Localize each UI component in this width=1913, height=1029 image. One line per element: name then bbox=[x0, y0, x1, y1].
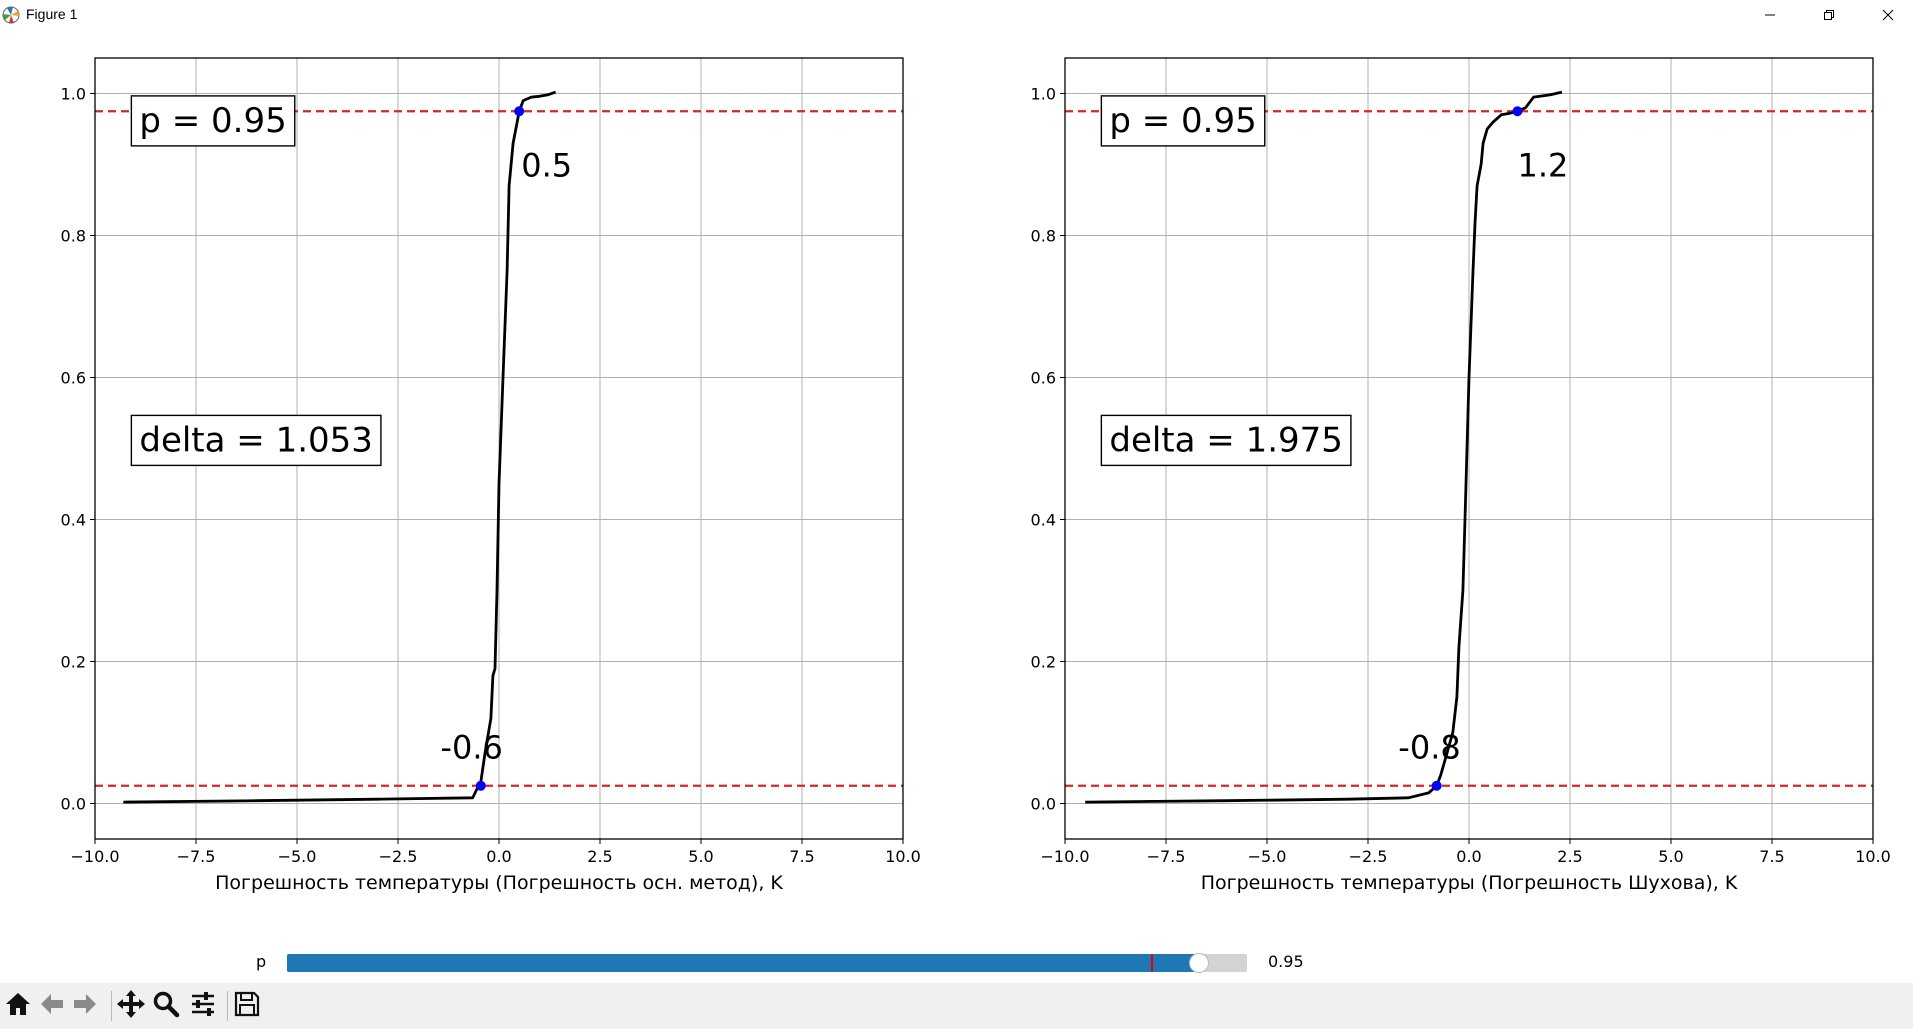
back-button[interactable] bbox=[35, 987, 69, 1025]
maximize-button[interactable] bbox=[1806, 0, 1852, 30]
x-tick-label: 0.0 bbox=[486, 847, 511, 866]
home-icon bbox=[4, 990, 32, 1022]
save-button[interactable] bbox=[230, 987, 264, 1025]
y-tick-label: 1.0 bbox=[1031, 85, 1056, 104]
info-box: delta = 1.053 bbox=[130, 414, 382, 467]
quantile-marker bbox=[1512, 106, 1523, 117]
p-slider[interactable] bbox=[287, 953, 1247, 973]
axes-frame bbox=[1064, 57, 1874, 840]
zoom-icon bbox=[152, 990, 180, 1022]
x-tick-label: 2.5 bbox=[587, 847, 612, 866]
info-box: delta = 1.975 bbox=[1100, 414, 1352, 467]
forward-icon bbox=[71, 990, 99, 1022]
y-tick-label: 0.0 bbox=[61, 795, 86, 814]
info-box: p = 0.95 bbox=[130, 95, 296, 147]
quantile-marker bbox=[514, 106, 525, 117]
y-tick-label: 0.2 bbox=[61, 653, 86, 672]
quantile-annotation: 0.5 bbox=[521, 147, 572, 185]
slider-label: p bbox=[256, 952, 267, 971]
y-tick-label: 0.4 bbox=[61, 511, 86, 530]
info-box: p = 0.95 bbox=[1100, 95, 1266, 147]
x-tick-label: 7.5 bbox=[1759, 847, 1784, 866]
y-tick-label: 0.2 bbox=[1031, 653, 1056, 672]
slider-value: 0.95 bbox=[1268, 952, 1304, 971]
figure-canvas[interactable]: −10.0 −7.5 −5.0 −2.5 0.0 2.5 5.0 7.5 10.0 0.0 0.2 0… bbox=[0, 30, 1913, 970]
info-box-text: p = 0.95 bbox=[1109, 101, 1256, 141]
toolbar-separator bbox=[111, 991, 112, 1021]
cdf-curve bbox=[123, 90, 557, 804]
close-icon bbox=[1882, 6, 1894, 25]
x-tick-label: −10.0 bbox=[70, 847, 119, 866]
slider-fill bbox=[287, 954, 1199, 972]
axes-frame bbox=[94, 57, 904, 840]
y-tick-label: 0.8 bbox=[61, 227, 86, 246]
plot-axes-1: −10.0 −7.5 −5.0 −2.5 0.0 2.5 5.0 7.5 10.0 0.0 0.2 0… bbox=[61, 57, 921, 894]
plot-axes-2: −10.0 −7.5 −5.0 −2.5 0.0 2.5 5.0 7.5 10.0 0.0 0.2 0… bbox=[1031, 57, 1891, 894]
x-tick-label: −5.0 bbox=[1248, 847, 1287, 866]
quantile-marker bbox=[1431, 780, 1442, 791]
y-tick-label: 0.0 bbox=[1031, 795, 1056, 814]
matplotlib-logo-icon bbox=[1, 5, 21, 25]
x-tick-label: 7.5 bbox=[789, 847, 814, 866]
y-tick-label: 1.0 bbox=[61, 85, 86, 104]
quantile-annotation: -0.8 bbox=[1398, 729, 1460, 767]
maximize-icon bbox=[1823, 6, 1835, 25]
back-icon bbox=[38, 990, 66, 1022]
y-tick-label: 0.4 bbox=[1031, 511, 1056, 530]
slider-initial-marker bbox=[1151, 954, 1153, 972]
minimize-button[interactable] bbox=[1747, 0, 1793, 30]
x-axis-label: Погрешность температуры (Погрешность Шух… bbox=[1201, 872, 1738, 894]
configure-subplots-button[interactable] bbox=[186, 987, 220, 1025]
navigation-toolbar bbox=[0, 983, 1913, 1029]
slider-handle[interactable] bbox=[1189, 953, 1209, 973]
x-tick-label: −7.5 bbox=[1147, 847, 1186, 866]
info-box-frame bbox=[130, 95, 296, 147]
window-titlebar: Figure 1 bbox=[0, 0, 1913, 30]
info-box-frame bbox=[130, 414, 382, 467]
x-tick-label: −7.5 bbox=[177, 847, 216, 866]
forward-button[interactable] bbox=[68, 987, 102, 1025]
x-tick-label: 0.0 bbox=[1456, 847, 1481, 866]
info-box-text: p = 0.95 bbox=[139, 101, 286, 141]
info-box-text: delta = 1.053 bbox=[139, 420, 373, 460]
x-tick-label: −10.0 bbox=[1040, 847, 1089, 866]
y-tick-label: 0.6 bbox=[61, 369, 86, 388]
quantile-marker bbox=[475, 780, 486, 791]
x-tick-label: 2.5 bbox=[1557, 847, 1582, 866]
x-tick-label: −2.5 bbox=[1349, 847, 1388, 866]
y-tick-label: 0.8 bbox=[1031, 227, 1056, 246]
x-tick-label: −5.0 bbox=[278, 847, 317, 866]
window-title: Figure 1 bbox=[26, 6, 78, 22]
zoom-button[interactable] bbox=[149, 987, 183, 1025]
x-tick-label: 10.0 bbox=[1855, 847, 1891, 866]
home-button[interactable] bbox=[1, 987, 35, 1025]
x-tick-label: 10.0 bbox=[885, 847, 921, 866]
quantile-annotation: 1.2 bbox=[1517, 147, 1568, 185]
configure-subplots-icon bbox=[189, 990, 217, 1022]
x-axis-label: Погрешность температуры (Погрешность осн… bbox=[215, 872, 783, 894]
info-box-frame bbox=[1100, 414, 1352, 467]
toolbar-separator bbox=[227, 991, 228, 1021]
close-button[interactable] bbox=[1865, 0, 1911, 30]
x-tick-label: 5.0 bbox=[688, 847, 713, 866]
pan-icon bbox=[116, 989, 146, 1023]
info-box-frame bbox=[1100, 95, 1266, 147]
info-box-text: delta = 1.975 bbox=[1109, 420, 1343, 460]
minimize-icon bbox=[1764, 6, 1776, 25]
x-tick-label: 5.0 bbox=[1658, 847, 1683, 866]
save-icon bbox=[233, 990, 261, 1022]
pan-button[interactable] bbox=[114, 987, 148, 1025]
quantile-annotation: -0.6 bbox=[440, 729, 502, 767]
y-tick-label: 0.6 bbox=[1031, 369, 1056, 388]
x-tick-label: −2.5 bbox=[379, 847, 418, 866]
